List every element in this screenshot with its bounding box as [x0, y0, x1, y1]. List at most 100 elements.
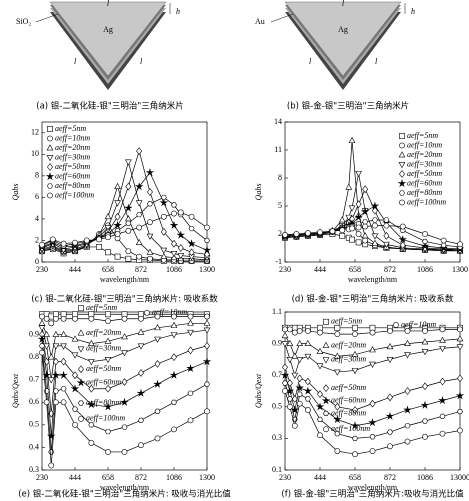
marker [317, 432, 323, 439]
marker [48, 462, 55, 469]
marker [422, 433, 428, 440]
chart: 230 444 658 872 1086 1300 0.3 0.4 0.5 0.6 0.7 0.8 0.… [11, 303, 231, 499]
y-tick-label: 14 [274, 117, 282, 126]
marker [43, 388, 50, 394]
legend-marker [46, 155, 54, 162]
legend-marker [398, 151, 406, 158]
marker [105, 249, 111, 256]
marker [125, 255, 132, 262]
caption: (b) 银-金-银"三明治"三角纳米片 [287, 101, 409, 112]
spacer-label: Au [255, 17, 265, 26]
legend-marker [399, 170, 405, 178]
legend-marker [78, 365, 84, 374]
marker [383, 231, 390, 240]
y-tick-label: 0.5 [29, 420, 39, 429]
marker [398, 235, 408, 244]
dim-label: l [309, 57, 312, 66]
marker [59, 370, 68, 379]
marker [124, 215, 132, 222]
legend-label: aeff=10nm [55, 133, 90, 142]
plot-frame [284, 311, 461, 471]
series-line [41, 334, 208, 414]
marker [204, 224, 210, 231]
marker [188, 226, 195, 232]
marker [87, 339, 95, 346]
series-line [41, 149, 208, 255]
x-axis-label: wavelength/nm [100, 483, 150, 492]
series-line [41, 171, 208, 251]
dim-label: l [140, 57, 143, 66]
marker [147, 219, 153, 226]
marker [439, 430, 446, 437]
marker [114, 253, 121, 260]
y-tick-label: 0.8 [29, 352, 39, 361]
marker [170, 321, 178, 328]
marker [457, 241, 463, 248]
legend-marker [77, 329, 85, 336]
y-tick-label: 0.1 [272, 465, 282, 474]
marker [124, 203, 133, 212]
marker [316, 363, 324, 370]
marker [171, 210, 177, 217]
x-tick-label: 13000 [450, 473, 469, 482]
legend-label: aeff=30nm [407, 159, 442, 168]
marker [296, 400, 303, 407]
marker [204, 237, 210, 244]
legend-label: aeff=60nm [86, 378, 121, 387]
marker [296, 357, 304, 364]
marker [333, 414, 342, 424]
marker [159, 198, 169, 207]
marker [52, 357, 59, 366]
marker [282, 363, 288, 372]
marker [146, 233, 154, 240]
marker [333, 369, 341, 376]
y-tick-label: 0.7 [29, 375, 39, 384]
y-axis-label: Qabs/Qext [254, 373, 263, 408]
marker [422, 238, 428, 245]
legend-marker [321, 396, 331, 405]
marker [113, 220, 122, 230]
marker [121, 333, 128, 340]
legend-marker [47, 163, 53, 171]
top-face [49, 1, 167, 77]
marker [348, 205, 356, 212]
x-tick-label: 444 [314, 473, 326, 482]
marker [169, 370, 179, 379]
marker [334, 402, 341, 411]
marker [403, 405, 412, 414]
marker [136, 253, 143, 260]
marker [202, 357, 212, 366]
legend-marker [399, 133, 405, 139]
marker [296, 391, 303, 397]
x-tick-label: 1086 [166, 265, 182, 274]
legend-marker [323, 384, 329, 393]
x-tick-label: 230 [279, 265, 291, 274]
x-tick-label: 872 [384, 473, 396, 482]
x-tick-label: 658 [102, 265, 114, 274]
marker [317, 229, 323, 236]
legend-marker [47, 126, 53, 132]
y-tick-label: 4 [35, 214, 39, 223]
marker [334, 324, 341, 331]
marker [296, 328, 303, 334]
marker [105, 311, 111, 318]
marker [383, 217, 390, 223]
dim-label: l [74, 57, 77, 66]
marker [362, 219, 369, 225]
marker [348, 136, 356, 144]
top-face [284, 1, 402, 77]
marker [125, 248, 132, 255]
marker [457, 427, 463, 434]
y-tick-label: 0.4 [29, 442, 39, 451]
marker [355, 200, 362, 209]
marker [291, 329, 298, 336]
marker [203, 327, 211, 334]
legend-label: aeff=50nm [331, 383, 366, 392]
marker [187, 239, 196, 248]
x-tick-label: 658 [349, 265, 361, 274]
marker [105, 234, 111, 241]
x-tick-label: 1300 [452, 265, 468, 274]
marker [422, 418, 428, 424]
x-tick-label: 872 [135, 265, 147, 274]
marker [170, 251, 178, 258]
